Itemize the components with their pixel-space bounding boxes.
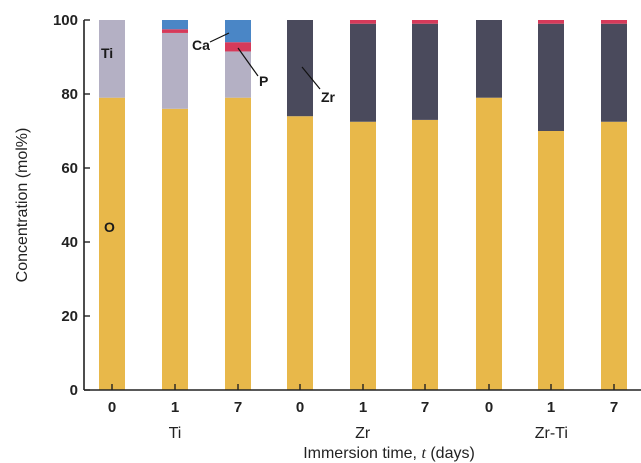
bar-segment-p-2 — [225, 42, 251, 52]
x-tick-label-4: 1 — [359, 399, 367, 416]
bar-segment-p-1 — [162, 29, 188, 33]
x-tick-label-8: 7 — [610, 399, 618, 416]
bar-segment-p-8 — [601, 20, 627, 24]
group-label-zr-ti: Zr-Ti — [535, 425, 568, 442]
bar-segment-o-7 — [538, 131, 564, 390]
bar-segment-o-2 — [225, 97, 251, 390]
bar-segment-o-1 — [162, 108, 188, 391]
y-tick-label-80: 80 — [61, 86, 78, 103]
bar-segment-zr-3 — [287, 20, 313, 117]
y-axis-title: Concentration (mol%) — [14, 128, 31, 283]
x-tick-label-3: 0 — [296, 399, 304, 416]
bar-segment-o-4 — [350, 121, 376, 390]
group-label-ti: Ti — [169, 425, 182, 442]
x-tick-label-6: 0 — [485, 399, 493, 416]
annotation-p: P — [259, 73, 268, 89]
annotation-zr-leader — [301, 66, 321, 90]
bar-segment-o-5 — [412, 119, 438, 391]
bar-segment-ca-1 — [162, 20, 188, 30]
annotation-o: O — [104, 219, 115, 235]
bar-segment-o-6 — [476, 97, 502, 390]
bars-layer — [99, 20, 627, 391]
x-tick-label-1: 1 — [171, 399, 179, 416]
y-tick-label-40: 40 — [61, 234, 78, 251]
x-axis-title-suffix: (days) — [426, 445, 475, 462]
y-tick-label-100: 100 — [53, 12, 78, 29]
x-tick-label-2: 7 — [234, 399, 242, 416]
y-tick-label-0: 0 — [70, 382, 78, 399]
annotation-p-leader — [237, 47, 259, 77]
group-label-zr: Zr — [355, 425, 371, 442]
bar-segment-p-7 — [538, 20, 564, 24]
bar-segment-zr-5 — [412, 23, 438, 120]
bar-segment-ti-1 — [162, 32, 188, 109]
y-tick-label-60: 60 — [61, 160, 78, 177]
group-labels: Ti Zr Zr-Ti — [169, 425, 568, 442]
y-ticks: 0 20 40 60 80 100 — [53, 12, 90, 399]
bar-segment-p-5 — [412, 20, 438, 24]
bar-segment-ca-2 — [225, 20, 251, 43]
x-tick-label-0: 0 — [108, 399, 116, 416]
x-tick-label-5: 7 — [421, 399, 429, 416]
x-axis-title-prefix: Immersion time, — [303, 445, 421, 462]
bar-segment-zr-8 — [601, 23, 627, 122]
y-tick-label-20: 20 — [61, 308, 78, 325]
bar-segment-p-4 — [350, 20, 376, 24]
annotation-ti: Ti — [101, 45, 113, 61]
annotation-ca-leader — [209, 32, 230, 43]
annotation-ca: Ca — [192, 37, 210, 53]
bar-segment-o-8 — [601, 121, 627, 390]
x-ticks: 0 1 7 0 1 7 0 1 7 — [108, 384, 618, 416]
bar-segment-zr-4 — [350, 23, 376, 122]
bar-segment-ti-0 — [99, 20, 125, 98]
bar-segment-o-3 — [287, 116, 313, 390]
x-axis-title: Immersion time, t (days) — [303, 445, 475, 462]
bar-segment-o-0 — [99, 97, 125, 390]
x-axis-title-var: t — [421, 445, 426, 462]
bar-segment-zr-6 — [476, 20, 502, 98]
bar-segment-ti-2 — [225, 51, 251, 98]
annotation-zr: Zr — [321, 89, 336, 105]
x-tick-label-7: 1 — [547, 399, 555, 416]
bar-segment-zr-7 — [538, 23, 564, 132]
